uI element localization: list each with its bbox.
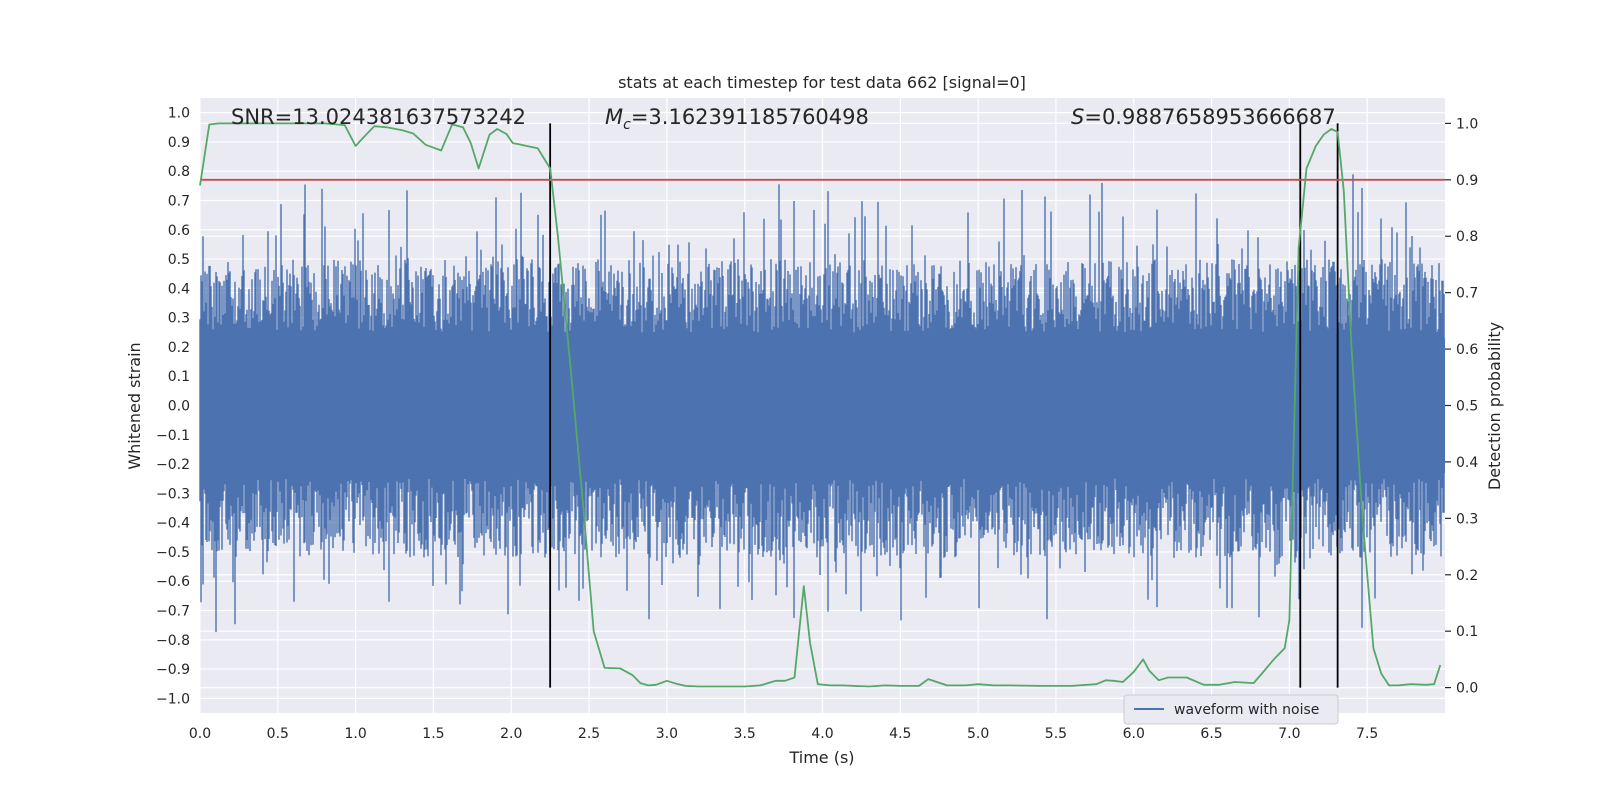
x-tick-label: 2.5 [578, 726, 600, 742]
chart-title: stats at each timestep for test data 662… [618, 73, 1026, 92]
y-right-axis-label: Detection probability [1485, 322, 1504, 490]
y-left-tick-label: 0.4 [168, 281, 190, 297]
waveform-series [199, 174, 1445, 633]
waveform-core [200, 338, 1445, 473]
y-right-tick-label: 0.7 [1456, 286, 1478, 302]
y-left-tick-label: −0.9 [156, 662, 190, 678]
x-tick-label: 7.0 [1278, 726, 1300, 742]
vertical-markers [549, 123, 1339, 688]
y-right-tick-label: 0.8 [1456, 229, 1478, 245]
y-right-tick-label: 0.2 [1456, 568, 1478, 584]
y-left-tick-label: −0.8 [156, 633, 190, 649]
y-left-tick-label: −0.1 [156, 428, 190, 444]
score-annotation: S=0.9887658953666687 [1071, 105, 1336, 129]
y-left-tick-label: 0.8 [168, 164, 190, 180]
x-tick-label: 6.5 [1200, 726, 1222, 742]
y-right-tick-label: 0.0 [1456, 681, 1478, 697]
mc-value: =3.162391185760498 [631, 105, 869, 129]
y-left-tick-label: 0.5 [168, 252, 190, 268]
y-left-axis-ticks: −1.0 −0.9 −0.8 −0.7 −0.6 −0.5 −0.4 −0.3 −0.2 −0.1… [156, 106, 190, 708]
y-right-tick-label: 0.6 [1456, 342, 1478, 358]
y-right-tick-label: 1.0 [1456, 116, 1478, 132]
mc-subscript: c [623, 117, 631, 133]
y-left-tick-label: 1.0 [168, 106, 190, 122]
x-tick-label: 7.5 [1356, 726, 1378, 742]
probability-series [199, 122, 1442, 688]
legend-label: waveform with noise [1174, 702, 1319, 718]
chirp-mass-annotation: Mc=3.162391185760498 [605, 105, 869, 133]
snr-annotation: SNR=13.024381637573242 [231, 105, 526, 129]
x-tick-label: 1.0 [344, 726, 366, 742]
y-left-tick-label: 0.1 [168, 369, 190, 385]
x-tick-label: 3.0 [656, 726, 678, 742]
x-tick-label: 0.5 [267, 726, 289, 742]
y-left-tick-label: −0.4 [156, 516, 190, 532]
y-left-tick-label: −0.5 [156, 545, 190, 561]
x-axis-ticks: 0.0 0.5 1.0 1.5 2.0 2.5 3.0 3.5 4.0 4.5 5.0 5.5 6.0 6… [189, 726, 1378, 742]
legend-box [1123, 694, 1339, 725]
s-symbol: S [1071, 105, 1084, 129]
y-left-tick-label: 0.6 [168, 223, 190, 239]
x-axis-label: Time (s) [788, 748, 854, 767]
y-right-tick-label: 0.9 [1456, 173, 1478, 189]
y-left-axis-label: Whitened strain [125, 342, 144, 469]
y-left-tick-label: 0.9 [168, 135, 190, 151]
x-tick-label: 1.5 [422, 726, 444, 742]
s-value: =0.9887658953666687 [1084, 105, 1335, 129]
y-left-tick-label: −0.2 [156, 457, 190, 473]
y-left-tick-label: −0.3 [156, 486, 190, 502]
x-tick-label: 0.0 [189, 726, 211, 742]
y-right-tick-label: 0.1 [1456, 624, 1478, 640]
y-left-tick-label: −0.7 [156, 604, 190, 620]
y-left-tick-label: 0.0 [168, 399, 190, 415]
x-tick-label: 3.5 [734, 726, 756, 742]
y-right-tick-label: 0.5 [1456, 399, 1478, 415]
x-tick-label: 4.5 [889, 726, 911, 742]
x-tick-label: 4.0 [811, 726, 833, 742]
y-right-tick-label: 0.4 [1456, 455, 1478, 471]
y-left-tick-label: 0.2 [168, 340, 190, 356]
y-left-tick-label: 0.3 [168, 311, 190, 327]
x-tick-label: 5.5 [1045, 726, 1067, 742]
y-left-tick-label: −0.6 [156, 574, 190, 590]
legend: waveform with noise [1123, 694, 1339, 725]
y-right-axis-ticks: 0.0 0.1 0.2 0.3 0.4 0.5 0.6 0.7 0.8 0.9 1.0 [1445, 116, 1478, 697]
y-right-tick-label: 0.3 [1456, 511, 1478, 527]
x-tick-label: 2.0 [500, 726, 522, 742]
y-left-tick-label: 0.7 [168, 194, 190, 210]
y-left-tick-label: −1.0 [156, 691, 190, 707]
mc-symbol: M [605, 105, 623, 129]
x-tick-label: 6.0 [1123, 726, 1145, 742]
x-tick-label: 5.0 [967, 726, 989, 742]
